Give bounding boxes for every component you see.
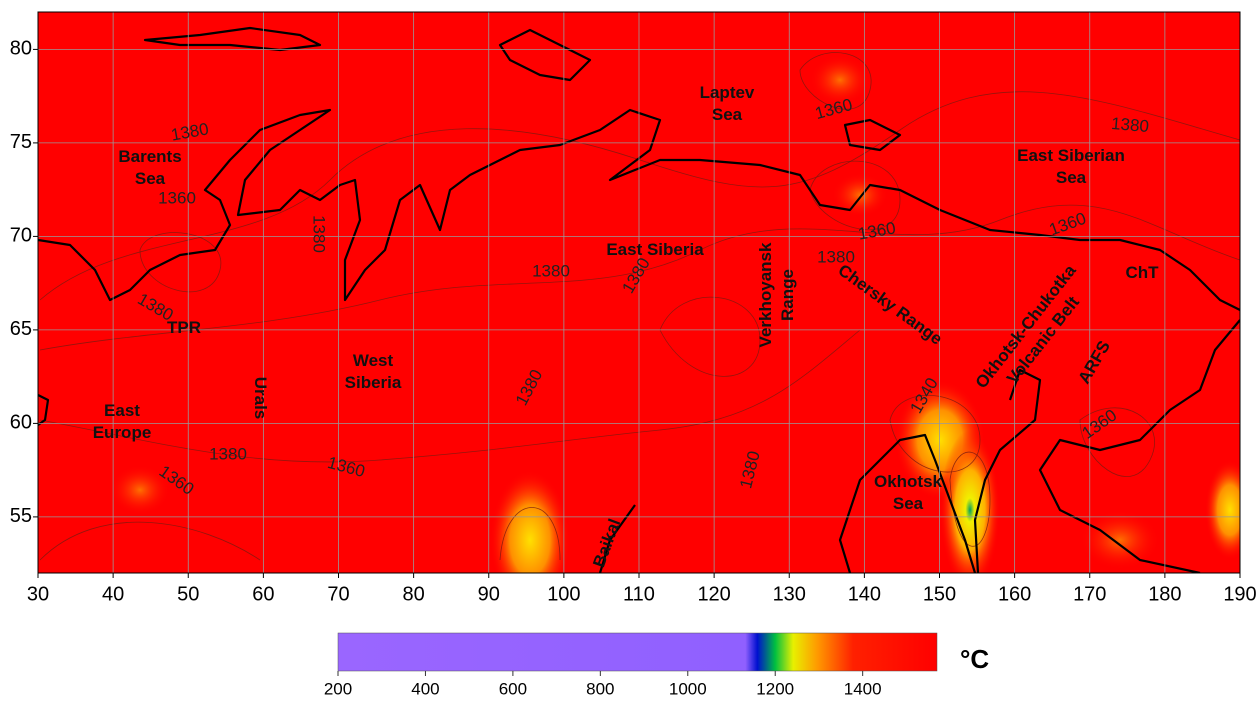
- y-tick-label: 55: [10, 505, 32, 527]
- x-tick-label: 120: [697, 583, 730, 605]
- colorbar-tick-label: 800: [586, 679, 614, 698]
- y-tick-label: 65: [10, 318, 32, 340]
- region-label: Laptev Sea: [700, 83, 755, 124]
- colorbar-tick-label: 1200: [756, 679, 794, 698]
- region-label-line: ChT: [1125, 263, 1159, 282]
- colorbar: [337, 632, 938, 672]
- region-label-line: Sea: [893, 494, 924, 513]
- region-label-line: East Siberia: [606, 240, 704, 259]
- region-label-line: Siberia: [345, 373, 402, 392]
- region-label-line: Europe: [93, 423, 152, 442]
- contour-label: 1380: [209, 444, 247, 463]
- contour-label: 1380: [817, 247, 855, 266]
- coastlines: [38, 26, 1240, 573]
- region-label-line: Sea: [135, 169, 166, 188]
- colorbar-tick-label: 400: [411, 679, 439, 698]
- region-label-line: East: [104, 401, 140, 420]
- x-tick-label: 170: [1073, 583, 1106, 605]
- colorbar-tick-label: 600: [499, 679, 527, 698]
- region-label: East Siberian Sea: [1017, 146, 1125, 187]
- x-tick-label: 160: [998, 583, 1031, 605]
- region-label-line: Barents: [118, 147, 181, 166]
- x-tick-label: 30: [27, 583, 49, 605]
- x-tick-label: 140: [848, 583, 881, 605]
- region-label-line: West: [353, 351, 394, 370]
- x-tick-label: 80: [403, 583, 425, 605]
- contour-label: 1360: [158, 188, 196, 207]
- region-label: Okhotsk Sea: [874, 472, 943, 513]
- region-label-line: TPR: [167, 318, 201, 337]
- region-label-line: Sea: [712, 105, 743, 124]
- y-tick-label: 80: [10, 38, 32, 60]
- y-tick-label: 60: [10, 412, 32, 434]
- x-tick-label: 180: [1148, 583, 1181, 605]
- region-label: Urals: [251, 377, 270, 420]
- region-label: Barents Sea: [118, 147, 181, 188]
- region-label-line: Verkhoyansk: [756, 242, 775, 347]
- region-label: East Siberia: [606, 240, 704, 259]
- region-label-line: East Siberian: [1017, 146, 1125, 165]
- colorbar-unit: °C: [960, 644, 989, 674]
- region-label-line: Range: [778, 269, 797, 321]
- region-label: East Europe: [93, 401, 152, 442]
- x-tick-label: 110: [623, 583, 655, 605]
- x-tick-label: 190: [1223, 583, 1256, 605]
- region-label-line: Okhotsk: [874, 472, 943, 491]
- x-tick-label: 70: [327, 583, 349, 605]
- colorbar-tick-label: 200: [324, 679, 352, 698]
- x-tick-label: 50: [177, 583, 199, 605]
- contour-label: 1380: [532, 261, 570, 280]
- region-label: ChT: [1125, 263, 1159, 282]
- y-tick-label: 70: [10, 225, 32, 247]
- x-tick-label: 40: [102, 583, 124, 605]
- colorbar-tick-label: 1000: [669, 679, 707, 698]
- x-tick-label: 60: [252, 583, 274, 605]
- region-label-line: Urals: [251, 377, 270, 420]
- x-tick-label: 100: [547, 583, 580, 605]
- y-tick-label: 75: [10, 131, 32, 153]
- anomalies: [110, 55, 1240, 573]
- contour-label: 1380: [1110, 114, 1149, 136]
- x-tick-label: 90: [478, 583, 500, 605]
- region-label-line: Sea: [1056, 168, 1087, 187]
- region-label: Verkhoyansk Range: [756, 242, 797, 347]
- region-label: TPR: [167, 318, 201, 337]
- region-label-line: Laptev: [700, 83, 755, 102]
- contour-label: 1380: [310, 215, 329, 253]
- x-tick-label: 130: [773, 583, 806, 605]
- colorbar-tick-label: 1400: [844, 679, 882, 698]
- region-label: West Siberia: [345, 351, 402, 392]
- x-tick-label: 150: [923, 583, 956, 605]
